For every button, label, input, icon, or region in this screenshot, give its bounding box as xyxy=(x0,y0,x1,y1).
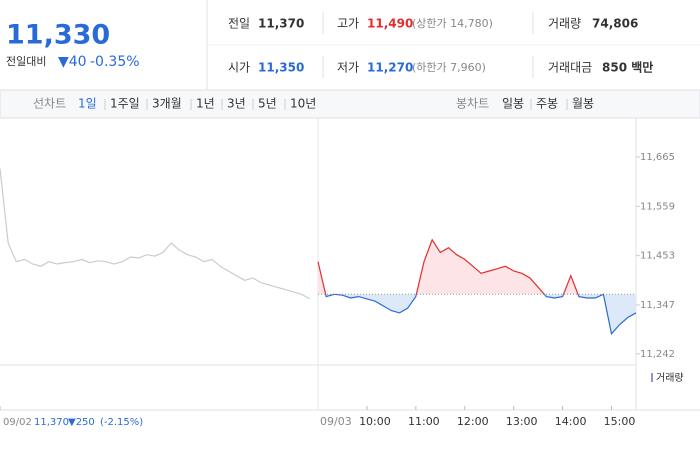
stat-label: 거래량 xyxy=(548,17,581,31)
stat-label: 거래대금 xyxy=(548,61,592,75)
price-line xyxy=(0,168,311,300)
x-tick-label: 14:00 xyxy=(555,415,587,428)
stat-note: (상한가 14,780) xyxy=(412,17,493,30)
period-tab[interactable]: 1일 xyxy=(78,97,97,111)
change-label: 전일대비 xyxy=(6,54,46,68)
stat-label: 전일 xyxy=(228,17,250,31)
stat-value: 850 백만 xyxy=(602,60,653,75)
tab-bar xyxy=(0,89,700,119)
price-line xyxy=(317,238,605,295)
stat-value: 11,370 xyxy=(258,17,304,31)
footer-change: ▼250 xyxy=(68,417,95,428)
stat-note: (하한가 7,960) xyxy=(412,60,486,74)
stat-label: 고가 xyxy=(337,17,359,31)
y-tick-label: 11,242 xyxy=(640,349,675,360)
stat-label: 시가 xyxy=(228,61,250,75)
stat-value: 74,806 xyxy=(592,17,638,31)
x-tick-label: 11:00 xyxy=(408,415,440,428)
period-tab[interactable]: 3년 xyxy=(227,97,246,111)
x-tick-label: 13:00 xyxy=(506,415,538,428)
y-tick-label: 11,453 xyxy=(640,251,675,262)
change: ▼40 xyxy=(58,54,87,70)
stat-value: 11,350 xyxy=(258,61,304,75)
footer-price: 11,370 xyxy=(34,417,69,428)
x-tick-label: 09/03 xyxy=(320,415,352,428)
change-pct: -0.35% xyxy=(90,54,140,70)
period-tab[interactable]: 3개월 xyxy=(152,97,182,111)
x-tick-label: 12:00 xyxy=(457,415,489,428)
stat-label: 저가 xyxy=(337,61,359,75)
period-tab[interactable]: 월봉 xyxy=(572,97,594,111)
tab-group-label: 봉차트 xyxy=(456,97,489,111)
area-fill xyxy=(325,294,636,334)
y-tick-label: 11,559 xyxy=(640,201,675,212)
period-tab[interactable]: 주봉 xyxy=(536,97,558,111)
area-fill xyxy=(318,239,636,295)
tab-group-label: 선차트 xyxy=(33,97,66,111)
period-tab[interactable]: 5년 xyxy=(258,97,277,111)
y-tick-label: 11,347 xyxy=(640,300,675,311)
current-price: 11,330 xyxy=(6,20,110,51)
footer-date: 09/02 xyxy=(3,417,32,428)
volume-label: 거래량 xyxy=(656,372,684,384)
price-line xyxy=(325,294,637,336)
x-tick-label: 10:00 xyxy=(359,415,391,428)
period-tab[interactable]: 10년 xyxy=(290,97,316,111)
period-tab[interactable]: 1주일 xyxy=(110,97,140,111)
volume-legend-icon xyxy=(651,373,653,382)
x-tick-label: 15:00 xyxy=(604,415,636,428)
y-tick-label: 11,665 xyxy=(640,152,675,163)
period-tab[interactable]: 일봉 xyxy=(502,97,524,111)
stat-value: 11,270 xyxy=(367,61,413,75)
period-tab[interactable]: 1년 xyxy=(196,97,215,111)
footer-change-pct: (-2.15%) xyxy=(100,417,143,428)
stat-value: 11,490 xyxy=(367,17,413,31)
